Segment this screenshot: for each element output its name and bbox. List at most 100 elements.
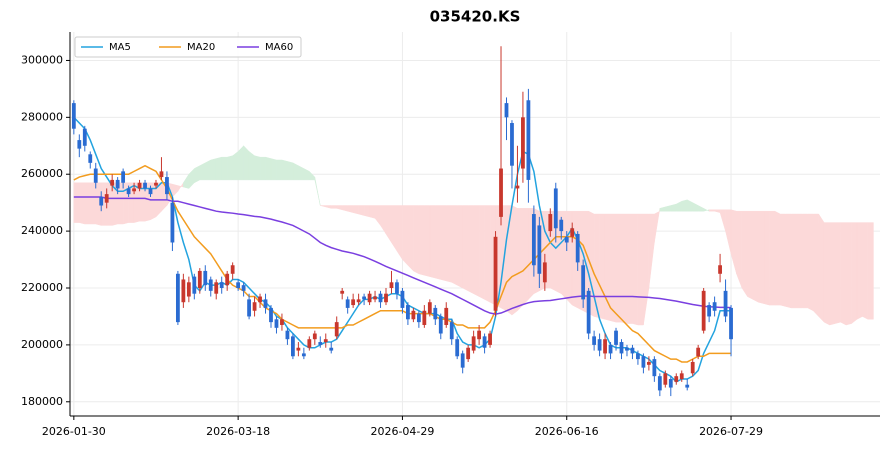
candle-body [603,339,607,354]
candle-body [269,307,273,323]
cloud-segment [851,222,858,325]
candle-body [433,307,438,320]
candle-body [159,171,164,178]
candle-body [126,188,131,195]
candle-body [274,319,279,328]
candle-body [280,319,284,325]
x-tick-label: 2026-04-29 [370,425,434,438]
cloud-segment [210,158,217,181]
candle-body [345,299,350,308]
cloud-segment [637,213,644,326]
candle-body [230,265,235,274]
cloud-segment [654,208,661,243]
candle-body [416,313,421,323]
candle-body [449,322,454,340]
candle-body [165,177,169,195]
candle-body [285,330,290,340]
cloud-segment [270,158,277,181]
candle-body [679,373,684,380]
candle-body [143,182,147,189]
candle-body [685,384,690,388]
cloud-segment [714,209,721,213]
cloud-segment [626,213,633,324]
cloud-segment [834,222,841,324]
y-tick-label: 240000 [21,224,63,237]
cloud-segment [681,199,688,212]
candle-body [351,299,356,306]
cloud-segment [845,222,852,326]
candle-body [515,185,520,189]
cloud-segment [719,209,726,232]
cloud-segment [791,213,798,309]
candle-body [504,103,509,118]
cloud-segment [517,208,524,312]
candle-body [208,279,213,291]
cloud-segment [79,182,86,225]
candle-body [88,154,93,163]
candle-body [460,353,465,368]
candle-body [225,273,230,286]
chart-title: 035420.KS [430,8,521,26]
candle-body [471,336,476,351]
cloud-segment [440,205,447,282]
cloud-segment [194,165,201,184]
candle-body [197,270,202,288]
cloud-segment [237,145,244,181]
candle-body [455,339,460,357]
candle-body [406,305,410,320]
candle-body [712,302,717,311]
cloud-segment [358,205,365,216]
legend-label: MA20 [187,42,215,53]
candle-body [559,219,564,232]
candle-body [663,373,668,385]
cloud-segment [796,213,803,309]
cloud-segment [188,167,195,190]
y-tick-label: 260000 [21,167,63,180]
candle-body [132,188,136,192]
cloud-segment [648,213,655,289]
cloud-segment [812,213,819,318]
cloud-segment [763,210,770,306]
cloud-segment [232,150,239,181]
cloud-segment [303,168,310,181]
legend: MA5 MA20 MA60 [74,36,302,58]
candle-body [570,228,575,237]
candle-body [186,282,191,297]
cloud-segment [621,213,628,324]
candle-body [312,333,317,340]
candle-body [170,202,175,243]
cloud-segment [402,205,409,266]
cloud-segment [769,210,776,306]
cloud-segment [243,145,250,181]
candle-body [378,293,383,303]
cloud-segment [363,205,370,218]
candle-body [614,330,618,345]
candle-body [214,282,219,294]
candle-body [219,282,224,288]
cloud-segment [418,205,425,276]
candle-body [674,376,679,382]
x-tick-label: 2026-01-30 [42,425,106,438]
cloud-segment [692,202,699,212]
candle-body [384,293,388,303]
cloud-segment [391,205,398,252]
candle-body [356,299,361,303]
cloud-segment [467,205,474,295]
candle-body [707,305,712,317]
candle-body [537,225,542,274]
cloud-segment [456,205,463,289]
candle-body [296,347,301,351]
cloud-segment [829,222,836,326]
candle-body [291,336,295,357]
cloud-segment [823,222,830,326]
candle-body [329,347,334,351]
y-tick-label: 300000 [21,53,63,66]
cloud-segment [599,213,606,320]
cloud-segment [445,205,452,283]
cloud-segment [856,222,863,320]
x-tick-label: 2026-03-18 [206,425,270,438]
cloud-segment [226,155,233,181]
cloud-segment [730,209,737,274]
cloud-segment [221,156,228,181]
candle-body [263,299,268,308]
